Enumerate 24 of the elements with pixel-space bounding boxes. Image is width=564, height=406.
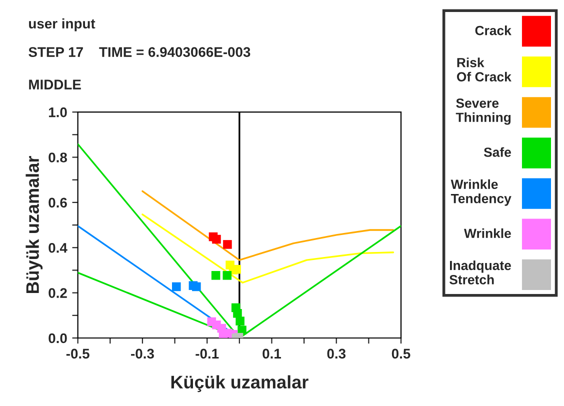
- legend-label: Safe: [484, 147, 511, 157]
- x-tick-label: 0.3: [327, 348, 346, 359]
- chart-title: user input: [29, 18, 96, 32]
- x-tick-label: 0.1: [262, 348, 282, 359]
- y-axis-title: Büyük uzamalar: [26, 156, 43, 294]
- x-tick-label: -0.1: [196, 348, 219, 359]
- x-tick-label: -0.5: [66, 348, 90, 359]
- legend-label: Risk Of Crack: [456, 58, 512, 82]
- x-tick-label: -0.3: [131, 348, 154, 359]
- legend-label: Inadquate Stretch: [449, 260, 511, 284]
- legend-label: Wrinkle: [464, 228, 511, 238]
- y-tick-label: 0.6: [48, 198, 67, 208]
- legend-label: Crack: [475, 26, 512, 36]
- chart-subtitle: STEP 17 TIME = 6.9403066E-003: [28, 47, 250, 57]
- legend-label: Wrinkle Tendency: [450, 179, 512, 206]
- y-tick-label: 0.0: [48, 333, 67, 344]
- x-axis-title: Küçük uzamalar: [171, 375, 308, 392]
- y-tick-label: 0.4: [48, 242, 68, 253]
- x-tick-label: 0.5: [392, 348, 410, 359]
- y-tick-label: 0.2: [48, 288, 67, 298]
- y-tick-label: 1.0: [48, 107, 67, 118]
- text: MIDDLE: [29, 80, 81, 90]
- legend-label: Severe Thinning: [456, 98, 511, 125]
- y-tick-label: 0.8: [48, 152, 67, 162]
